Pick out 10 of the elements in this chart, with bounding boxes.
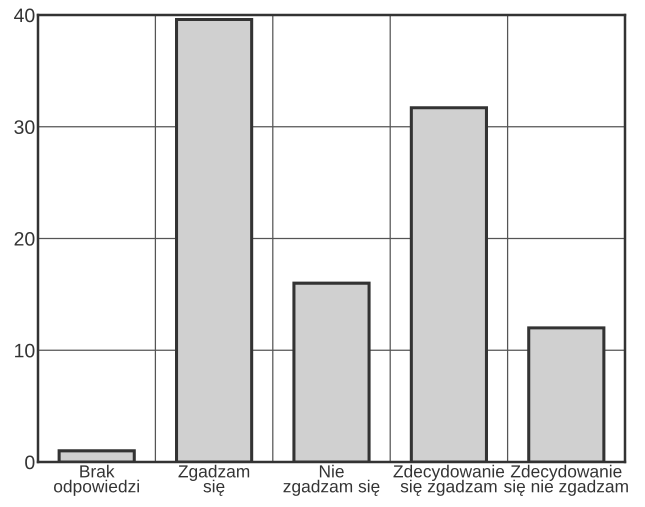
y-tick-label: 20 [14, 232, 34, 246]
y-tick-label: 40 [14, 8, 34, 22]
y-tick-label: 30 [14, 120, 34, 134]
y-tick-label: 10 [15, 344, 34, 358]
x-tick-label: Zdecydowanie się zgadzam [393, 464, 504, 496]
x-tick-label: Brak odpowiedzi [54, 464, 139, 496]
y-tick-label: 0 [25, 455, 34, 470]
x-tick-label: Zgadzam się [178, 464, 250, 496]
x-tick-label: Zdecydowanie się nie zgadzam [504, 464, 628, 496]
x-tick-label: Nie zgadzam się [283, 464, 380, 496]
